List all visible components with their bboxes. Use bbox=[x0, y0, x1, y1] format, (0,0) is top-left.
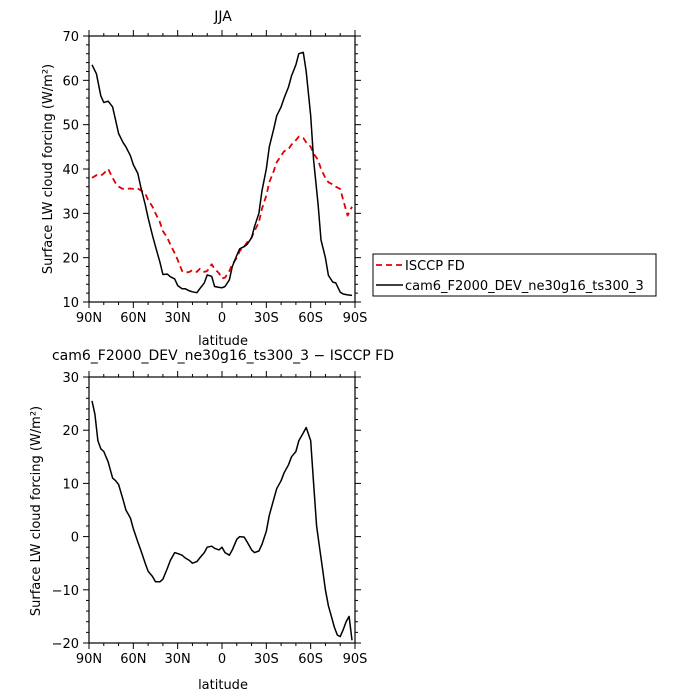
y-tick-label: 50 bbox=[62, 119, 79, 134]
series-line-1 bbox=[91, 51, 353, 297]
y-tick-label: 10 bbox=[62, 477, 79, 492]
y-tick-label: −20 bbox=[52, 637, 79, 652]
y-tick-label: −10 bbox=[52, 584, 79, 599]
x-tick-label: 0 bbox=[218, 311, 226, 326]
legend-label-isccp: ISCCP FD bbox=[405, 259, 465, 274]
y-tick-label: 30 bbox=[62, 371, 79, 386]
x-tick-label: 30N bbox=[165, 311, 191, 326]
bottom-chart: cam6_F2000_DEV_ne30g16_ts300_3 − ISCCP F… bbox=[29, 348, 394, 693]
legend-box bbox=[372, 253, 657, 297]
x-tick-label: 90S bbox=[343, 311, 368, 326]
x-tick-label: 60N bbox=[120, 652, 146, 667]
y-tick-label: 10 bbox=[62, 296, 79, 311]
x-tick-label: 90N bbox=[76, 311, 102, 326]
top-chart-axes: 90N 60N 30N 0 30S 60S 90S 10 20 30 40 50 60 70 bbox=[62, 30, 367, 326]
x-tick-label: 60S bbox=[298, 311, 323, 326]
bottom-chart-xlabel: latitude bbox=[198, 678, 248, 693]
x-tick-label: 90S bbox=[343, 652, 368, 667]
bottom-chart-axes: 90N 60N 30N 0 30S 60S 90S −20 −10 0 10 20 30 bbox=[52, 371, 368, 667]
bottom-chart-title: cam6_F2000_DEV_ne30g16_ts300_3 − ISCCP F… bbox=[52, 348, 394, 364]
y-tick-label: 40 bbox=[62, 163, 79, 178]
y-tick-label: 30 bbox=[62, 207, 79, 222]
series-line-0 bbox=[91, 400, 353, 641]
top-chart-ylabel: Surface LW cloud forcing (W/m²) bbox=[41, 64, 56, 274]
legend-label-cam6: cam6_F2000_DEV_ne30g16_ts300_3 bbox=[405, 279, 644, 294]
top-chart-title: JJA bbox=[213, 9, 232, 25]
y-tick-label: 70 bbox=[62, 30, 79, 45]
x-tick-label: 90N bbox=[76, 652, 102, 667]
bottom-chart-ylabel: Surface LW cloud forcing (W/m²) bbox=[29, 406, 44, 616]
top-chart-legend: ISCCP FD cam6_F2000_DEV_ne30g16_ts300_3 bbox=[372, 253, 657, 297]
y-tick-label: 20 bbox=[62, 252, 79, 267]
bottom-chart-series bbox=[91, 400, 353, 641]
x-tick-label: 30S bbox=[254, 652, 279, 667]
x-tick-label: 60N bbox=[120, 311, 146, 326]
top-chart: JJA 90N 60N 30N 0 30S 60S 90S 10 20 30 40 50 60 70 la… bbox=[41, 9, 367, 349]
y-tick-label: 20 bbox=[62, 424, 79, 439]
y-tick-label: 0 bbox=[71, 531, 79, 546]
top-chart-series bbox=[91, 51, 353, 297]
x-tick-label: 30S bbox=[254, 311, 279, 326]
top-chart-xlabel: latitude bbox=[198, 334, 248, 349]
x-tick-label: 0 bbox=[218, 652, 226, 667]
x-tick-label: 30N bbox=[165, 652, 191, 667]
y-tick-label: 60 bbox=[62, 74, 79, 89]
x-tick-label: 60S bbox=[298, 652, 323, 667]
